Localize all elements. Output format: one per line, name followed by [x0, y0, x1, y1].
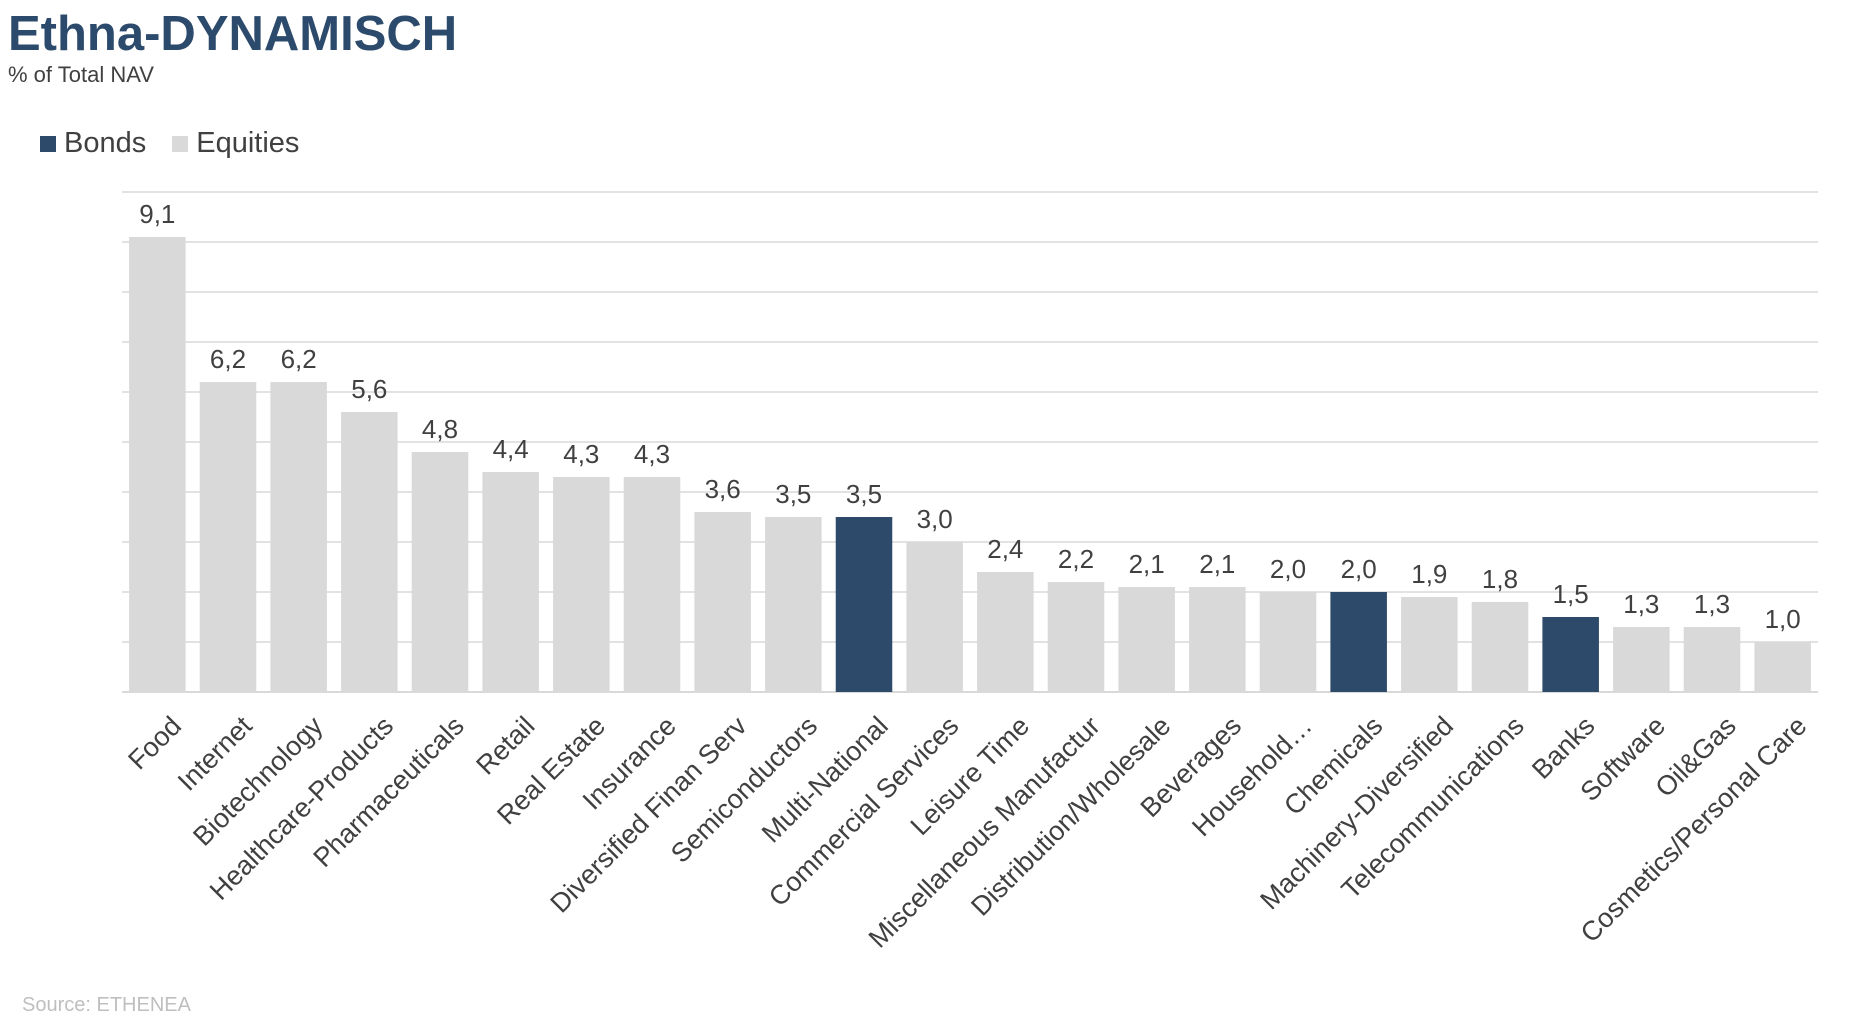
bar-retail — [482, 472, 539, 692]
category-label: Food — [122, 711, 187, 776]
value-label: 3,5 — [775, 479, 811, 509]
bar-banks — [1542, 617, 1599, 692]
value-label: 5,6 — [351, 374, 387, 404]
bar-pharmaceuticals — [411, 452, 469, 692]
bar-household — [1259, 592, 1317, 692]
bar-machinery-diversified — [1401, 597, 1458, 692]
value-label: 3,0 — [917, 504, 953, 534]
value-label: 3,5 — [846, 479, 882, 509]
value-label: 4,3 — [634, 439, 670, 469]
value-labels: 9,1 6,2 6,2 5,6 4,8 4,4 4,3 4,3 3,6 3,5 3,5 3,0 2,4 2… — [139, 199, 1800, 634]
bar-leisure-time — [977, 572, 1034, 692]
legend-item-bonds: Bonds — [40, 127, 146, 160]
bar-food — [129, 237, 186, 692]
bar-diversified-finan-serv — [694, 512, 751, 692]
value-label: 4,3 — [563, 439, 599, 469]
legend-label-equities: Equities — [196, 127, 300, 159]
value-label: 1,3 — [1623, 589, 1659, 619]
bars — [129, 237, 1811, 692]
bar-oil-gas — [1683, 627, 1741, 692]
bar-software — [1613, 627, 1670, 692]
bar-beverages — [1189, 587, 1246, 692]
value-label: 2,0 — [1341, 554, 1377, 584]
bar-chemicals — [1330, 592, 1387, 692]
bar-insurance — [623, 477, 681, 692]
value-label: 1,8 — [1482, 564, 1518, 594]
legend-item-equities: Equities — [172, 127, 299, 160]
bar-commercial-services — [906, 542, 963, 692]
bar-distribution-wholesale — [1118, 587, 1175, 692]
value-label: 6,2 — [210, 344, 246, 374]
bar-semiconductors — [765, 517, 822, 692]
value-label: 1,9 — [1411, 559, 1447, 589]
value-label: 4,4 — [493, 434, 529, 464]
category-labels: FoodInternetBiotechnologyHealthcare-Prod… — [122, 710, 1812, 953]
bar-healthcare-products — [341, 412, 398, 692]
source-note: Source: ETHENEA — [22, 994, 191, 1016]
value-label: 2,2 — [1058, 544, 1094, 574]
legend-label-bonds: Bonds — [64, 127, 147, 159]
value-label: 6,2 — [281, 344, 317, 374]
value-label: 1,3 — [1694, 589, 1730, 619]
value-label: 2,4 — [987, 534, 1023, 564]
chart-legend: Bonds Equities — [40, 127, 325, 160]
value-label: 2,1 — [1199, 549, 1235, 579]
bar-telecommunications — [1471, 602, 1529, 692]
legend-swatch-equities — [172, 135, 189, 152]
value-label: 2,1 — [1129, 549, 1165, 579]
bar-multi-national — [835, 517, 893, 692]
bar-cosmetics-personal-care — [1754, 642, 1811, 692]
value-label: 3,6 — [705, 474, 741, 504]
chart-title: Ethna-DYNAMISCH — [8, 7, 458, 61]
value-label: 1,5 — [1553, 579, 1589, 609]
bar-internet — [199, 382, 257, 692]
value-label: 4,8 — [422, 414, 458, 444]
value-label: 9,1 — [139, 199, 175, 229]
bar-miscellaneous-manufactur — [1047, 582, 1105, 692]
legend-swatch-bonds — [40, 135, 56, 152]
bar-real-estate — [553, 477, 610, 692]
value-label: 1,0 — [1765, 604, 1801, 634]
gridlines — [122, 191, 1818, 693]
chart-subtitle: % of Total NAV — [8, 62, 154, 87]
value-label: 2,0 — [1270, 554, 1306, 584]
bar-biotechnology — [270, 382, 327, 692]
